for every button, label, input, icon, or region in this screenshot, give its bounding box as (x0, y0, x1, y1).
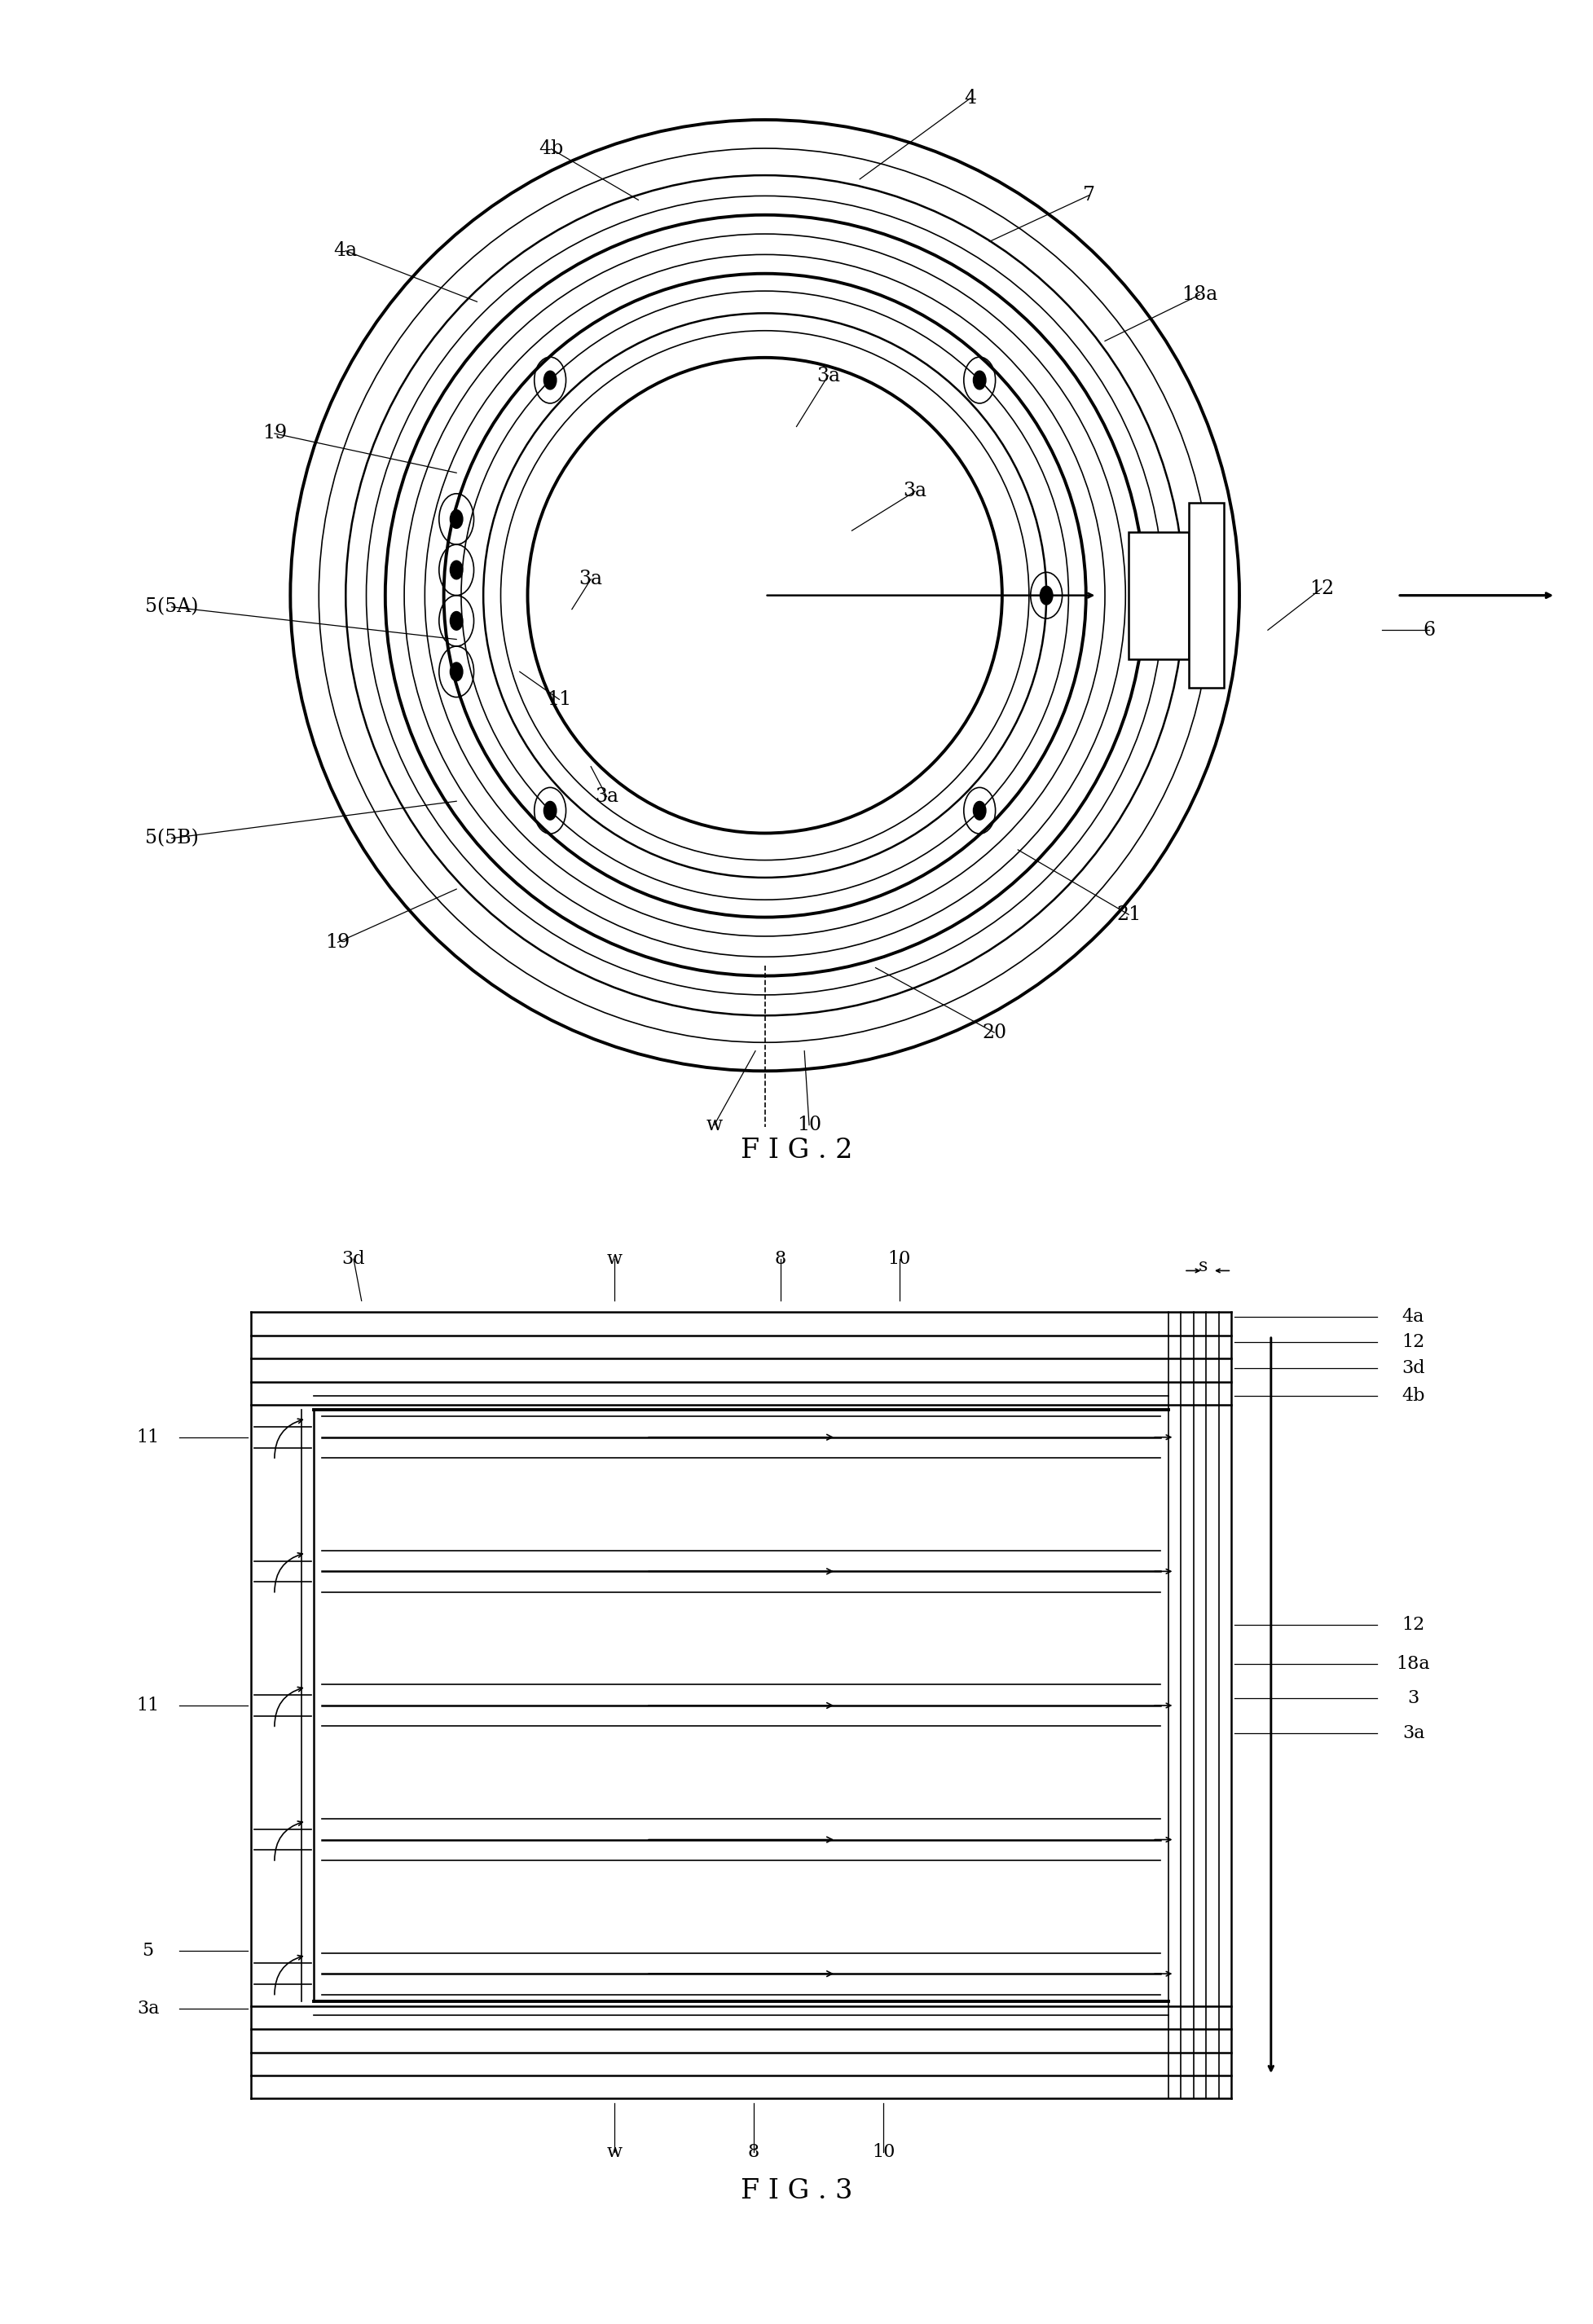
Text: F I G . 3: F I G . 3 (741, 2178, 852, 2203)
Text: 19: 19 (263, 425, 287, 444)
Text: 8: 8 (774, 1250, 787, 1269)
Text: 3a: 3a (594, 788, 618, 806)
Text: 3a: 3a (137, 1999, 159, 2017)
Text: 3: 3 (1408, 1690, 1419, 1708)
Text: 10: 10 (887, 1250, 911, 1269)
Text: 4a: 4a (335, 242, 357, 260)
Text: 21: 21 (1117, 904, 1141, 925)
Circle shape (451, 560, 462, 579)
Text: 4b: 4b (538, 139, 564, 158)
Text: 3a: 3a (1402, 1724, 1424, 1743)
Text: 18a: 18a (1397, 1655, 1431, 1673)
Text: 11: 11 (546, 690, 572, 709)
Text: 20: 20 (981, 1023, 1007, 1041)
Text: s: s (1198, 1257, 1207, 1276)
Circle shape (543, 802, 556, 820)
Text: 19: 19 (325, 932, 350, 951)
Text: 4b: 4b (1402, 1387, 1426, 1404)
Text: 3d: 3d (1402, 1360, 1426, 1376)
Text: 5(5B): 5(5B) (145, 830, 199, 848)
Text: 12: 12 (1402, 1615, 1424, 1634)
Text: w: w (706, 1116, 723, 1134)
Circle shape (451, 611, 462, 630)
Text: 3d: 3d (342, 1250, 365, 1269)
Text: 8: 8 (749, 2143, 760, 2161)
Bar (1129, 532, 1188, 660)
Text: 5: 5 (142, 1941, 155, 1959)
Text: F I G . 2: F I G . 2 (741, 1136, 852, 1164)
Text: 10: 10 (796, 1116, 822, 1134)
Text: 4: 4 (964, 88, 977, 107)
Text: 3a: 3a (580, 569, 602, 588)
Text: 6: 6 (1423, 621, 1435, 639)
Text: 7: 7 (1083, 186, 1096, 205)
Text: 18a: 18a (1182, 286, 1219, 304)
Text: 10: 10 (871, 2143, 895, 2161)
Text: 12: 12 (1309, 579, 1333, 597)
Circle shape (451, 662, 462, 681)
Circle shape (1040, 586, 1053, 604)
Text: 12: 12 (1402, 1334, 1424, 1350)
Text: 5(5A): 5(5A) (145, 597, 199, 616)
Text: 4a: 4a (1402, 1308, 1424, 1327)
Circle shape (543, 372, 556, 390)
Circle shape (451, 509, 462, 528)
Circle shape (973, 802, 986, 820)
Bar (1188, 502, 1223, 688)
Text: 11: 11 (137, 1429, 159, 1446)
Text: 3a: 3a (816, 367, 840, 386)
Text: 3a: 3a (903, 481, 927, 500)
Bar (250, 1313, 1231, 2099)
Circle shape (973, 372, 986, 390)
Text: 11: 11 (137, 1697, 159, 1715)
Text: w: w (607, 1250, 623, 1269)
Text: w: w (607, 2143, 623, 2161)
